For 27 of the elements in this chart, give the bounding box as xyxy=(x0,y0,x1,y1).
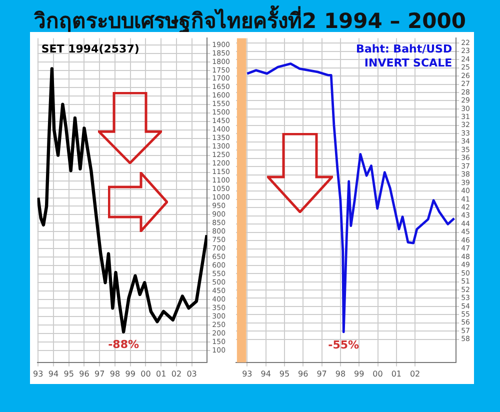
x-tick-label: 00 xyxy=(140,369,151,378)
x-tick-label: 01 xyxy=(156,369,166,378)
x-tick-label: 99 xyxy=(354,369,364,378)
x-tick-label: 95 xyxy=(64,369,74,378)
x-tick-label: 99 xyxy=(125,369,136,378)
x-tick-label: 94 xyxy=(260,369,271,378)
x-tick-label: 93 xyxy=(242,369,252,378)
x-tick-label: 97 xyxy=(94,369,105,378)
x-tick-label: 96 xyxy=(298,369,308,378)
text: Baht: Baht/USD xyxy=(356,42,452,56)
x-tick-label: 00 xyxy=(372,369,383,378)
x-tick-label: 03 xyxy=(186,369,197,378)
annotation: -55% xyxy=(328,338,360,352)
series-label: SET 1994(2537) xyxy=(41,42,140,56)
annotation: -88% xyxy=(108,338,140,352)
x-tick-label: 95 xyxy=(279,369,290,378)
x-tick-label: 93 xyxy=(33,369,44,378)
x-tick-label: 94 xyxy=(48,369,59,378)
x-tick-label: 97 xyxy=(316,369,327,378)
x-tick-label: 98 xyxy=(110,369,120,378)
x-tick-label: 01 xyxy=(391,369,402,378)
text: วิกฤตระบบเศรษฐกิจไทยครั้งที่2 1994 – 2000 xyxy=(33,4,467,35)
x-tick-label: 98 xyxy=(335,369,346,378)
annotation: INVERT SCALE xyxy=(364,56,452,70)
x-tick-label: 02 xyxy=(171,369,182,378)
x-tick-label: 96 xyxy=(79,369,90,378)
x-tick-label: 02 xyxy=(410,369,420,378)
